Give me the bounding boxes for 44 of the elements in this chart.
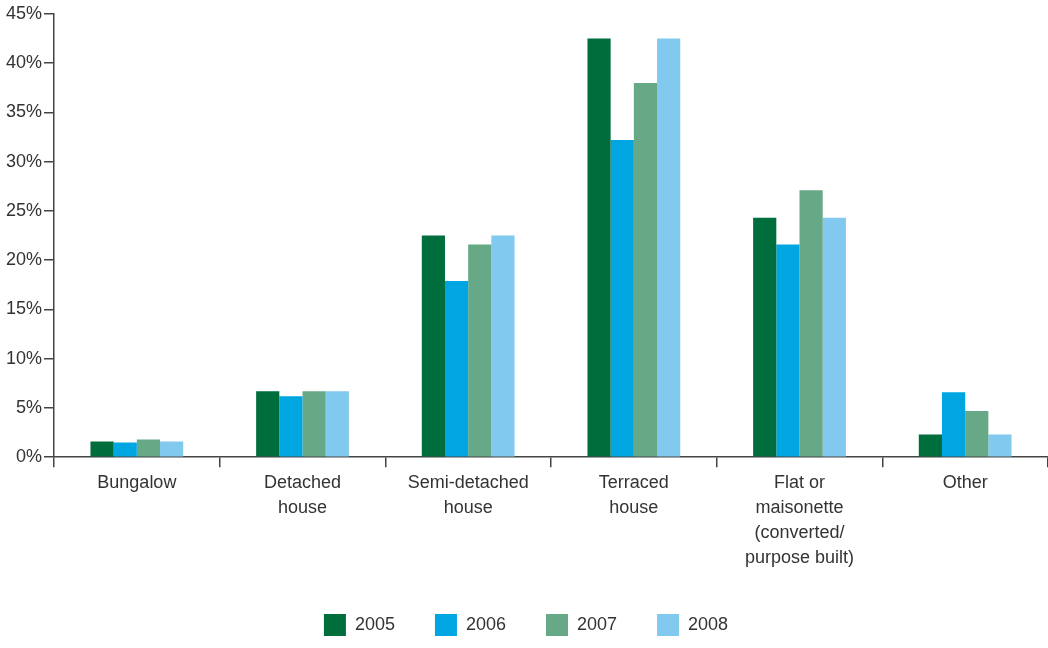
y-tick-label: 40% [6, 52, 43, 73]
x-tick-label: Semi-detached house [407, 471, 529, 517]
bar [587, 38, 611, 457]
legend-label: 2008 [688, 613, 729, 634]
bar [610, 140, 634, 457]
legend-label: 2007 [577, 613, 618, 634]
y-tick-label: 25% [6, 199, 43, 220]
bar [90, 441, 114, 457]
bar [136, 439, 161, 457]
bar [753, 217, 777, 457]
y-tick-label: 30% [6, 150, 43, 171]
y-tick-label: 35% [6, 101, 43, 122]
x-tick-label: Flat or maisonette (converted/ purpose built) [744, 471, 855, 568]
legend-label: 2006 [465, 613, 506, 634]
bar [302, 391, 326, 457]
y-tick-label: 5% [16, 396, 43, 417]
legend-label: 2005 [354, 613, 395, 634]
y-tick-label: 10% [6, 347, 43, 368]
bar [941, 392, 966, 457]
bar [633, 82, 658, 457]
bar [113, 442, 137, 457]
bar [256, 391, 280, 457]
bar [444, 280, 469, 457]
y-tick-label: 45% [6, 2, 43, 23]
y-tick-label: 0% [16, 446, 43, 467]
bar [421, 235, 445, 457]
x-tick-label: Terraced house [598, 471, 669, 517]
y-tick-label: 20% [6, 249, 43, 270]
bar [468, 244, 492, 457]
bar [491, 235, 515, 457]
x-tick-label: Detached house [263, 471, 342, 517]
bar [799, 190, 823, 457]
bar [279, 396, 303, 457]
y-tick-label: 15% [6, 298, 43, 319]
bar [965, 410, 989, 457]
x-tick-label: Bungalow [97, 471, 178, 492]
x-tick-label: Other [942, 471, 988, 492]
bar [988, 434, 1012, 457]
bar [822, 217, 846, 457]
bar [776, 244, 800, 457]
bar [160, 441, 184, 457]
bar [657, 38, 681, 457]
bar [325, 391, 349, 457]
bar [918, 434, 942, 457]
